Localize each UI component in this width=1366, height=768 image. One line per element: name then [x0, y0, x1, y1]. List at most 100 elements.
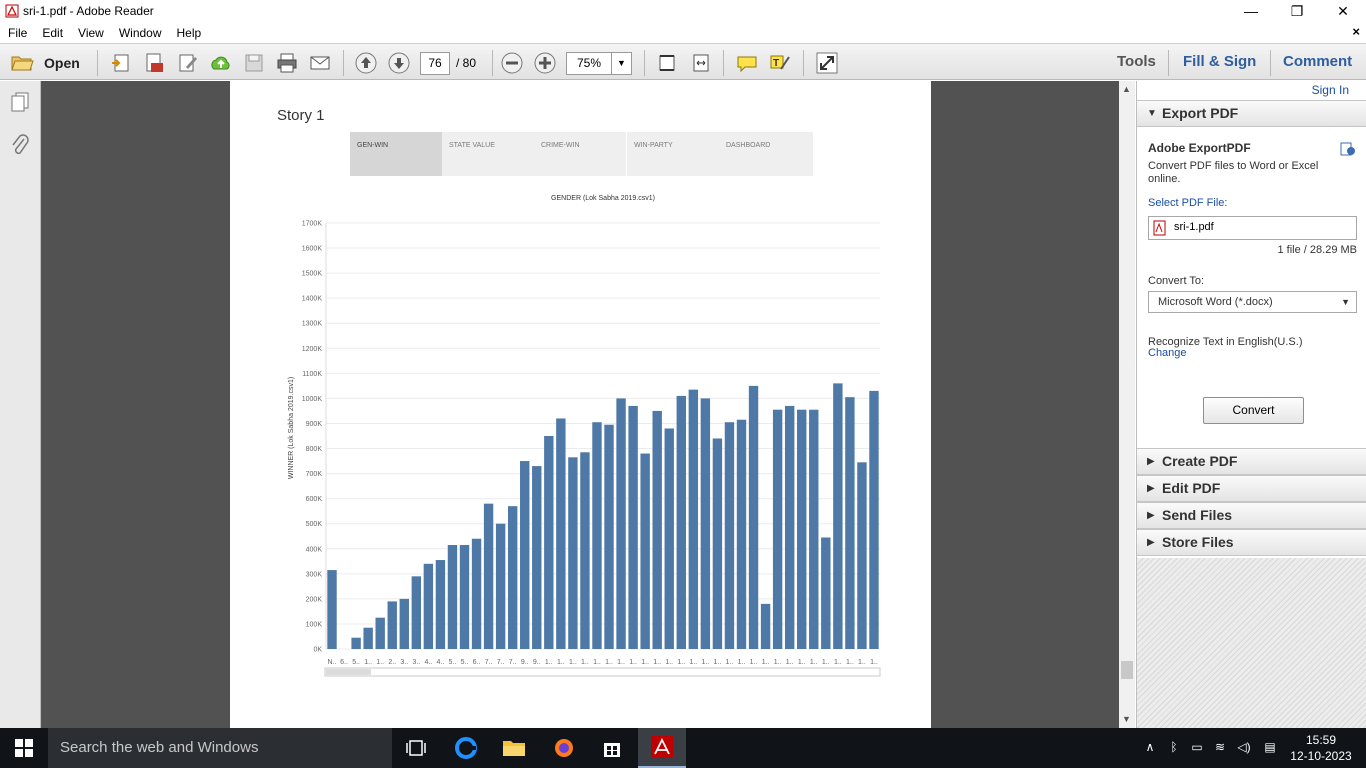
highlight-button[interactable]: T — [768, 51, 792, 75]
wifi-icon[interactable]: ≋ — [1214, 740, 1226, 754]
fit-page-button[interactable] — [655, 51, 679, 75]
chart-bar[interactable] — [845, 397, 855, 649]
chart-bar[interactable] — [640, 453, 650, 649]
edit-pdf-header[interactable]: ▶ Edit PDF — [1137, 475, 1366, 502]
chart-bar[interactable] — [532, 466, 542, 649]
chart-bar[interactable] — [676, 395, 686, 649]
chart-bar[interactable] — [628, 405, 638, 649]
fullscreen-button[interactable] — [815, 51, 839, 75]
chart-bar[interactable] — [748, 385, 759, 649]
edit-button[interactable] — [176, 51, 200, 75]
chart-bar[interactable] — [604, 424, 614, 649]
start-button[interactable] — [0, 728, 48, 768]
vertical-scrollbar[interactable]: ▲ ▼ — [1119, 81, 1135, 728]
fill-sign-button[interactable]: Fill & Sign — [1183, 53, 1257, 70]
chart-bar[interactable] — [471, 538, 482, 649]
zoom-in-button[interactable] — [533, 51, 557, 75]
tab-win-party[interactable]: WIN-PARTY — [634, 142, 673, 149]
battery-icon[interactable]: ▭ — [1191, 740, 1203, 754]
tools-button[interactable]: Tools — [1117, 53, 1156, 70]
fit-width-button[interactable] — [689, 51, 713, 75]
page-thumbnails-button[interactable] — [9, 91, 31, 116]
create-pdf-header[interactable]: ▶ Create PDF — [1137, 448, 1366, 475]
chart-bar[interactable] — [495, 523, 506, 649]
chart-bar[interactable] — [568, 457, 578, 649]
file-explorer-button[interactable] — [490, 728, 538, 768]
notifications-icon[interactable]: ▤ — [1264, 740, 1276, 754]
chart-bar[interactable] — [580, 452, 590, 649]
close-document-button[interactable]: × — [1352, 24, 1360, 39]
email-button[interactable] — [308, 51, 332, 75]
firefox-button[interactable] — [540, 728, 588, 768]
chart-bar[interactable] — [784, 405, 795, 649]
zoom-out-button[interactable] — [500, 51, 524, 75]
chart-bar[interactable] — [520, 461, 530, 649]
convert-format-select[interactable]: Microsoft Word (*.docx) ▼ — [1148, 291, 1357, 313]
task-view-button[interactable] — [392, 728, 440, 768]
close-window-button[interactable]: ✕ — [1337, 2, 1349, 19]
menu-view[interactable]: View — [78, 25, 104, 40]
clock[interactable]: 15:59 12-10-2023 — [1290, 732, 1352, 764]
chart-bar[interactable] — [544, 436, 554, 649]
chart-bar[interactable] — [700, 398, 711, 649]
scroll-up-arrow-icon[interactable]: ▲ — [1122, 84, 1131, 94]
chart-bar[interactable] — [351, 637, 361, 649]
chart-scrollbar-thumb[interactable] — [326, 669, 371, 675]
minimize-button[interactable]: — — [1244, 3, 1258, 19]
sign-in-link[interactable]: Sign In — [1311, 83, 1349, 97]
chart-bar[interactable] — [652, 410, 662, 649]
previous-page-button[interactable] — [354, 51, 378, 75]
chart-bar[interactable] — [616, 398, 626, 649]
menu-help[interactable]: Help — [176, 25, 202, 40]
chart-bar[interactable] — [399, 598, 409, 649]
menu-file[interactable]: File — [8, 25, 28, 40]
edge-browser-button[interactable] — [442, 728, 490, 768]
upload-button[interactable] — [209, 51, 233, 75]
chart-bar[interactable] — [459, 545, 470, 649]
export-pdf-button[interactable] — [142, 51, 166, 75]
maximize-button[interactable]: ❐ — [1290, 2, 1304, 19]
volume-icon[interactable]: ◁) — [1237, 740, 1251, 754]
bluetooth-icon[interactable]: ᛒ — [1170, 740, 1178, 754]
tab-gen-win[interactable]: GEN-WIN — [350, 132, 442, 176]
chart-bar[interactable] — [447, 545, 458, 649]
print-button[interactable] — [275, 51, 299, 75]
export-pdf-header[interactable]: ▼ Export PDF — [1137, 100, 1366, 127]
chart-bar[interactable] — [664, 428, 674, 649]
convert-button[interactable]: Convert — [1203, 397, 1304, 424]
chart-bar[interactable] — [592, 422, 602, 649]
tab-crime-win[interactable]: CRIME-WIN — [541, 142, 580, 149]
menu-window[interactable]: Window — [118, 25, 162, 40]
select-pdf-label[interactable]: Select PDF File: — [1148, 197, 1228, 209]
zoom-select[interactable]: 75% ▼ — [566, 52, 632, 75]
chart-bar[interactable] — [712, 438, 723, 649]
chart-bar[interactable] — [833, 383, 843, 649]
save-button[interactable] — [242, 51, 266, 75]
exportpdf-info-icon[interactable] — [1340, 141, 1356, 157]
chart-bar[interactable] — [821, 537, 831, 649]
chart-bar[interactable] — [797, 409, 807, 649]
chart-bar[interactable] — [724, 422, 735, 649]
chart-bar[interactable] — [556, 418, 566, 649]
attachments-button[interactable] — [9, 133, 31, 160]
chart-bar[interactable] — [327, 570, 337, 649]
adobe-reader-taskbar-button[interactable] — [638, 728, 686, 768]
create-pdf-button[interactable] — [109, 51, 133, 75]
chart-bar[interactable] — [507, 506, 518, 649]
chart-bar[interactable] — [387, 601, 397, 649]
sticky-note-button[interactable] — [735, 51, 759, 75]
store-files-header[interactable]: ▶ Store Files — [1137, 529, 1366, 556]
chart-bar[interactable] — [736, 419, 747, 649]
chart-scrollbar[interactable] — [324, 667, 881, 677]
chart-bar[interactable] — [857, 462, 867, 649]
scroll-down-arrow-icon[interactable]: ▼ — [1122, 714, 1131, 724]
document-viewport[interactable]: Story 1 GEN-WIN STATE VALUE CRIME-WIN WI… — [41, 81, 1119, 728]
tab-dashboard[interactable]: DASHBOARD — [726, 142, 771, 149]
open-label[interactable]: Open — [44, 55, 80, 71]
chart-bar[interactable] — [809, 409, 819, 649]
chevron-down-icon[interactable]: ▼ — [611, 53, 631, 74]
change-language-link[interactable]: Change — [1148, 347, 1187, 359]
tab-state-value[interactable]: STATE VALUE — [449, 142, 495, 149]
chart-bar[interactable] — [423, 563, 434, 649]
chart-bar[interactable] — [772, 409, 783, 649]
